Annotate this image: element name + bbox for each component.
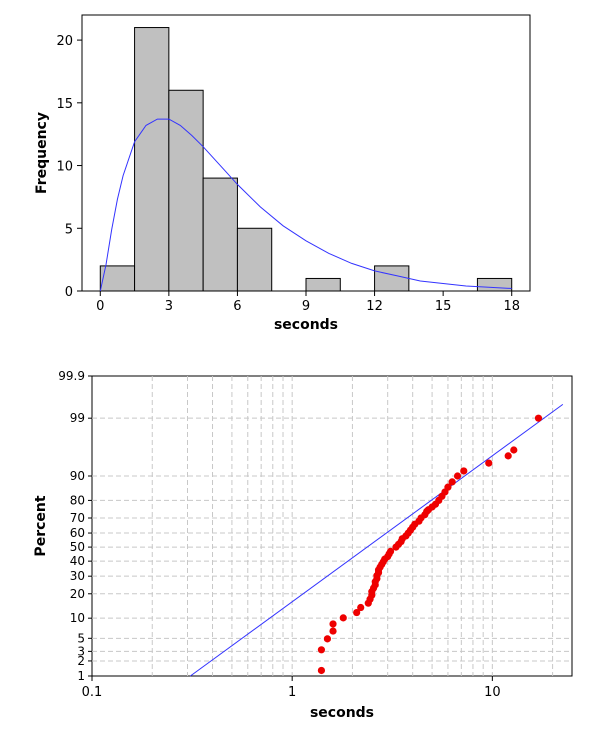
probability-plot-point — [448, 478, 456, 486]
probability-plot-grid — [92, 376, 572, 676]
histogram-x-tick-label: 18 — [503, 299, 520, 314]
probability-plot-x-tick-label: 0.1 — [82, 685, 103, 700]
histogram-x-tick-label: 6 — [233, 299, 241, 314]
histogram-y-tick-label: 0 — [65, 285, 73, 300]
probability-plot-y-tick-label: 3 — [77, 644, 85, 658]
histogram-bars — [99, 27, 513, 292]
histogram-y-tick-label: 10 — [56, 160, 73, 175]
probability-plot-y-tick-label: 40 — [70, 554, 85, 568]
probability-plot-point — [386, 547, 395, 556]
probability-plot-point — [534, 414, 543, 422]
probability-plot-y-tick-label: 50 — [70, 540, 85, 554]
probability-plot-y-tick-label: 99.9 — [58, 369, 85, 383]
histogram-bar — [305, 277, 341, 292]
probability-plot-point — [329, 627, 337, 635]
probability-plot-y-tick-label: 70 — [70, 511, 85, 525]
probability-plot-x-tick-label: 10 — [484, 685, 501, 700]
probability-plot-point — [485, 459, 493, 467]
histogram-ticks: 0 3 6 9 12 15 18 0 5 10 15 20 — [56, 34, 520, 314]
histogram-y-axis-label: Frequency — [34, 112, 50, 194]
probability-plot-y-tick-label: 2 — [77, 654, 85, 668]
histogram-y-tick-label: 15 — [56, 97, 73, 112]
histogram-bar — [202, 177, 238, 292]
probability-plot-point — [357, 603, 365, 612]
histogram-y-tick-label: 20 — [56, 34, 73, 49]
histogram-bar — [99, 265, 136, 292]
histogram-panel: 0 3 6 9 12 15 18 0 5 10 15 20 seconds Frequency — [34, 14, 531, 333]
histogram-y-tick-label: 5 — [65, 222, 73, 237]
histogram-x-tick-label: 3 — [165, 299, 173, 314]
probability-plot-point — [453, 472, 462, 480]
probability-plot-y-tick-label: 80 — [70, 493, 85, 507]
probability-plot-point — [504, 452, 512, 460]
probability-plot-y-tick-label: 20 — [70, 587, 85, 601]
probability-plot-point — [444, 483, 452, 491]
histogram-fit-curve — [99, 118, 512, 292]
histogram-bar — [134, 27, 170, 292]
probability-plot-fit-line — [190, 404, 564, 677]
histogram-x-tick-label: 12 — [366, 299, 383, 314]
histogram-x-axis-label: seconds — [274, 317, 338, 333]
probability-plot-y-axis-label: Percent — [33, 495, 49, 556]
probability-plot-y-tick-label: 99 — [70, 411, 85, 425]
probability-plot-x-tick-label: 1 — [288, 685, 296, 700]
probability-plot-point — [323, 635, 332, 643]
probability-plot-y-tick-label: 60 — [70, 526, 85, 540]
histogram-bar — [236, 227, 273, 292]
histogram-x-tick-label: 0 — [96, 299, 104, 314]
probability-plot-points — [317, 414, 543, 675]
histogram-x-tick-label: 9 — [302, 299, 310, 314]
probability-plot-y-tick-label: 30 — [70, 569, 85, 583]
probability-plot-y-tick-label: 10 — [70, 611, 85, 625]
probability-plot-y-tick-label: 90 — [70, 469, 85, 483]
probability-plot-point — [353, 608, 361, 617]
probability-plot-y-tick-label: 5 — [77, 631, 85, 645]
probability-plot-point — [510, 446, 518, 454]
histogram-bar — [168, 89, 204, 292]
probability-plot-point — [317, 646, 326, 654]
probability-plot-point — [329, 620, 337, 628]
histogram-bar — [374, 265, 410, 292]
histogram-bar — [476, 277, 513, 292]
probability-plot-x-axis-label: seconds — [310, 705, 374, 721]
probability-plot-y-tick-label: 1 — [77, 669, 85, 683]
probability-plot-point — [317, 666, 326, 675]
histogram-x-tick-label: 15 — [435, 299, 452, 314]
probability-plot-point — [339, 614, 347, 622]
probability-plot-point — [460, 467, 468, 475]
